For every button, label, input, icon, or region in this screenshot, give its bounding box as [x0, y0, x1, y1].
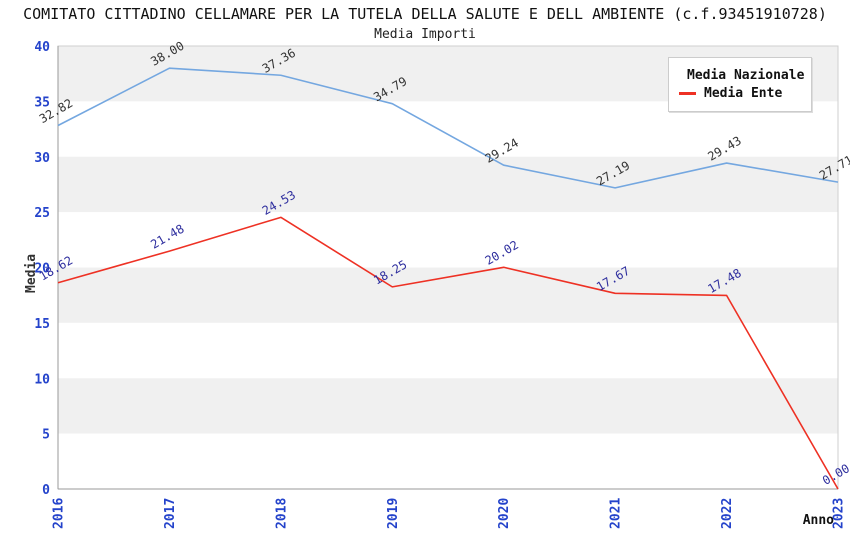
- x-tick-label: 2022: [720, 498, 735, 529]
- y-tick-label: 40: [34, 40, 50, 55]
- x-tick-label: 2018: [274, 498, 289, 529]
- y-tick-label: 25: [34, 206, 50, 221]
- legend-item-media-nazionale: Media Nazionale: [679, 67, 805, 83]
- y-tick-label: 5: [42, 428, 50, 443]
- y-tick-label: 35: [34, 95, 50, 110]
- plot-band: [58, 212, 838, 268]
- x-tick-label: 2019: [386, 498, 401, 529]
- x-axis-title: Anno: [802, 513, 834, 528]
- x-tick-label: 2023: [832, 498, 847, 529]
- y-tick-label: 20: [34, 262, 50, 277]
- x-tick-label: 2017: [163, 498, 178, 529]
- x-tick-label: 2016: [52, 498, 67, 529]
- plot-band: [58, 378, 838, 434]
- legend-line-media-ente-icon: [679, 91, 696, 95]
- x-tick-label: 2020: [497, 498, 512, 529]
- plot-band: [58, 433, 838, 489]
- legend-label: Media Ente: [704, 85, 783, 101]
- y-tick-label: 0: [42, 483, 50, 498]
- legend-item-media-ente: Media Ente: [679, 85, 801, 101]
- legend: Media Nazionale Media Ente: [668, 57, 812, 112]
- y-tick-label: 30: [34, 151, 50, 166]
- y-tick-label: 15: [34, 317, 50, 332]
- plot-band: [58, 156, 838, 213]
- chart-title: COMITATO CITTADINO CELLAMARE PER LA TUTE…: [23, 5, 827, 23]
- chart-subtitle: Media Importi: [374, 27, 476, 42]
- series-line-0: [57, 67, 839, 189]
- y-axis-title: Media: [24, 253, 39, 293]
- legend-label: Media Nazionale: [687, 67, 805, 83]
- x-tick-label: 2021: [609, 498, 624, 529]
- y-tick-label: 10: [34, 372, 50, 387]
- plot-band: [58, 322, 838, 379]
- series-line-1: [57, 216, 839, 490]
